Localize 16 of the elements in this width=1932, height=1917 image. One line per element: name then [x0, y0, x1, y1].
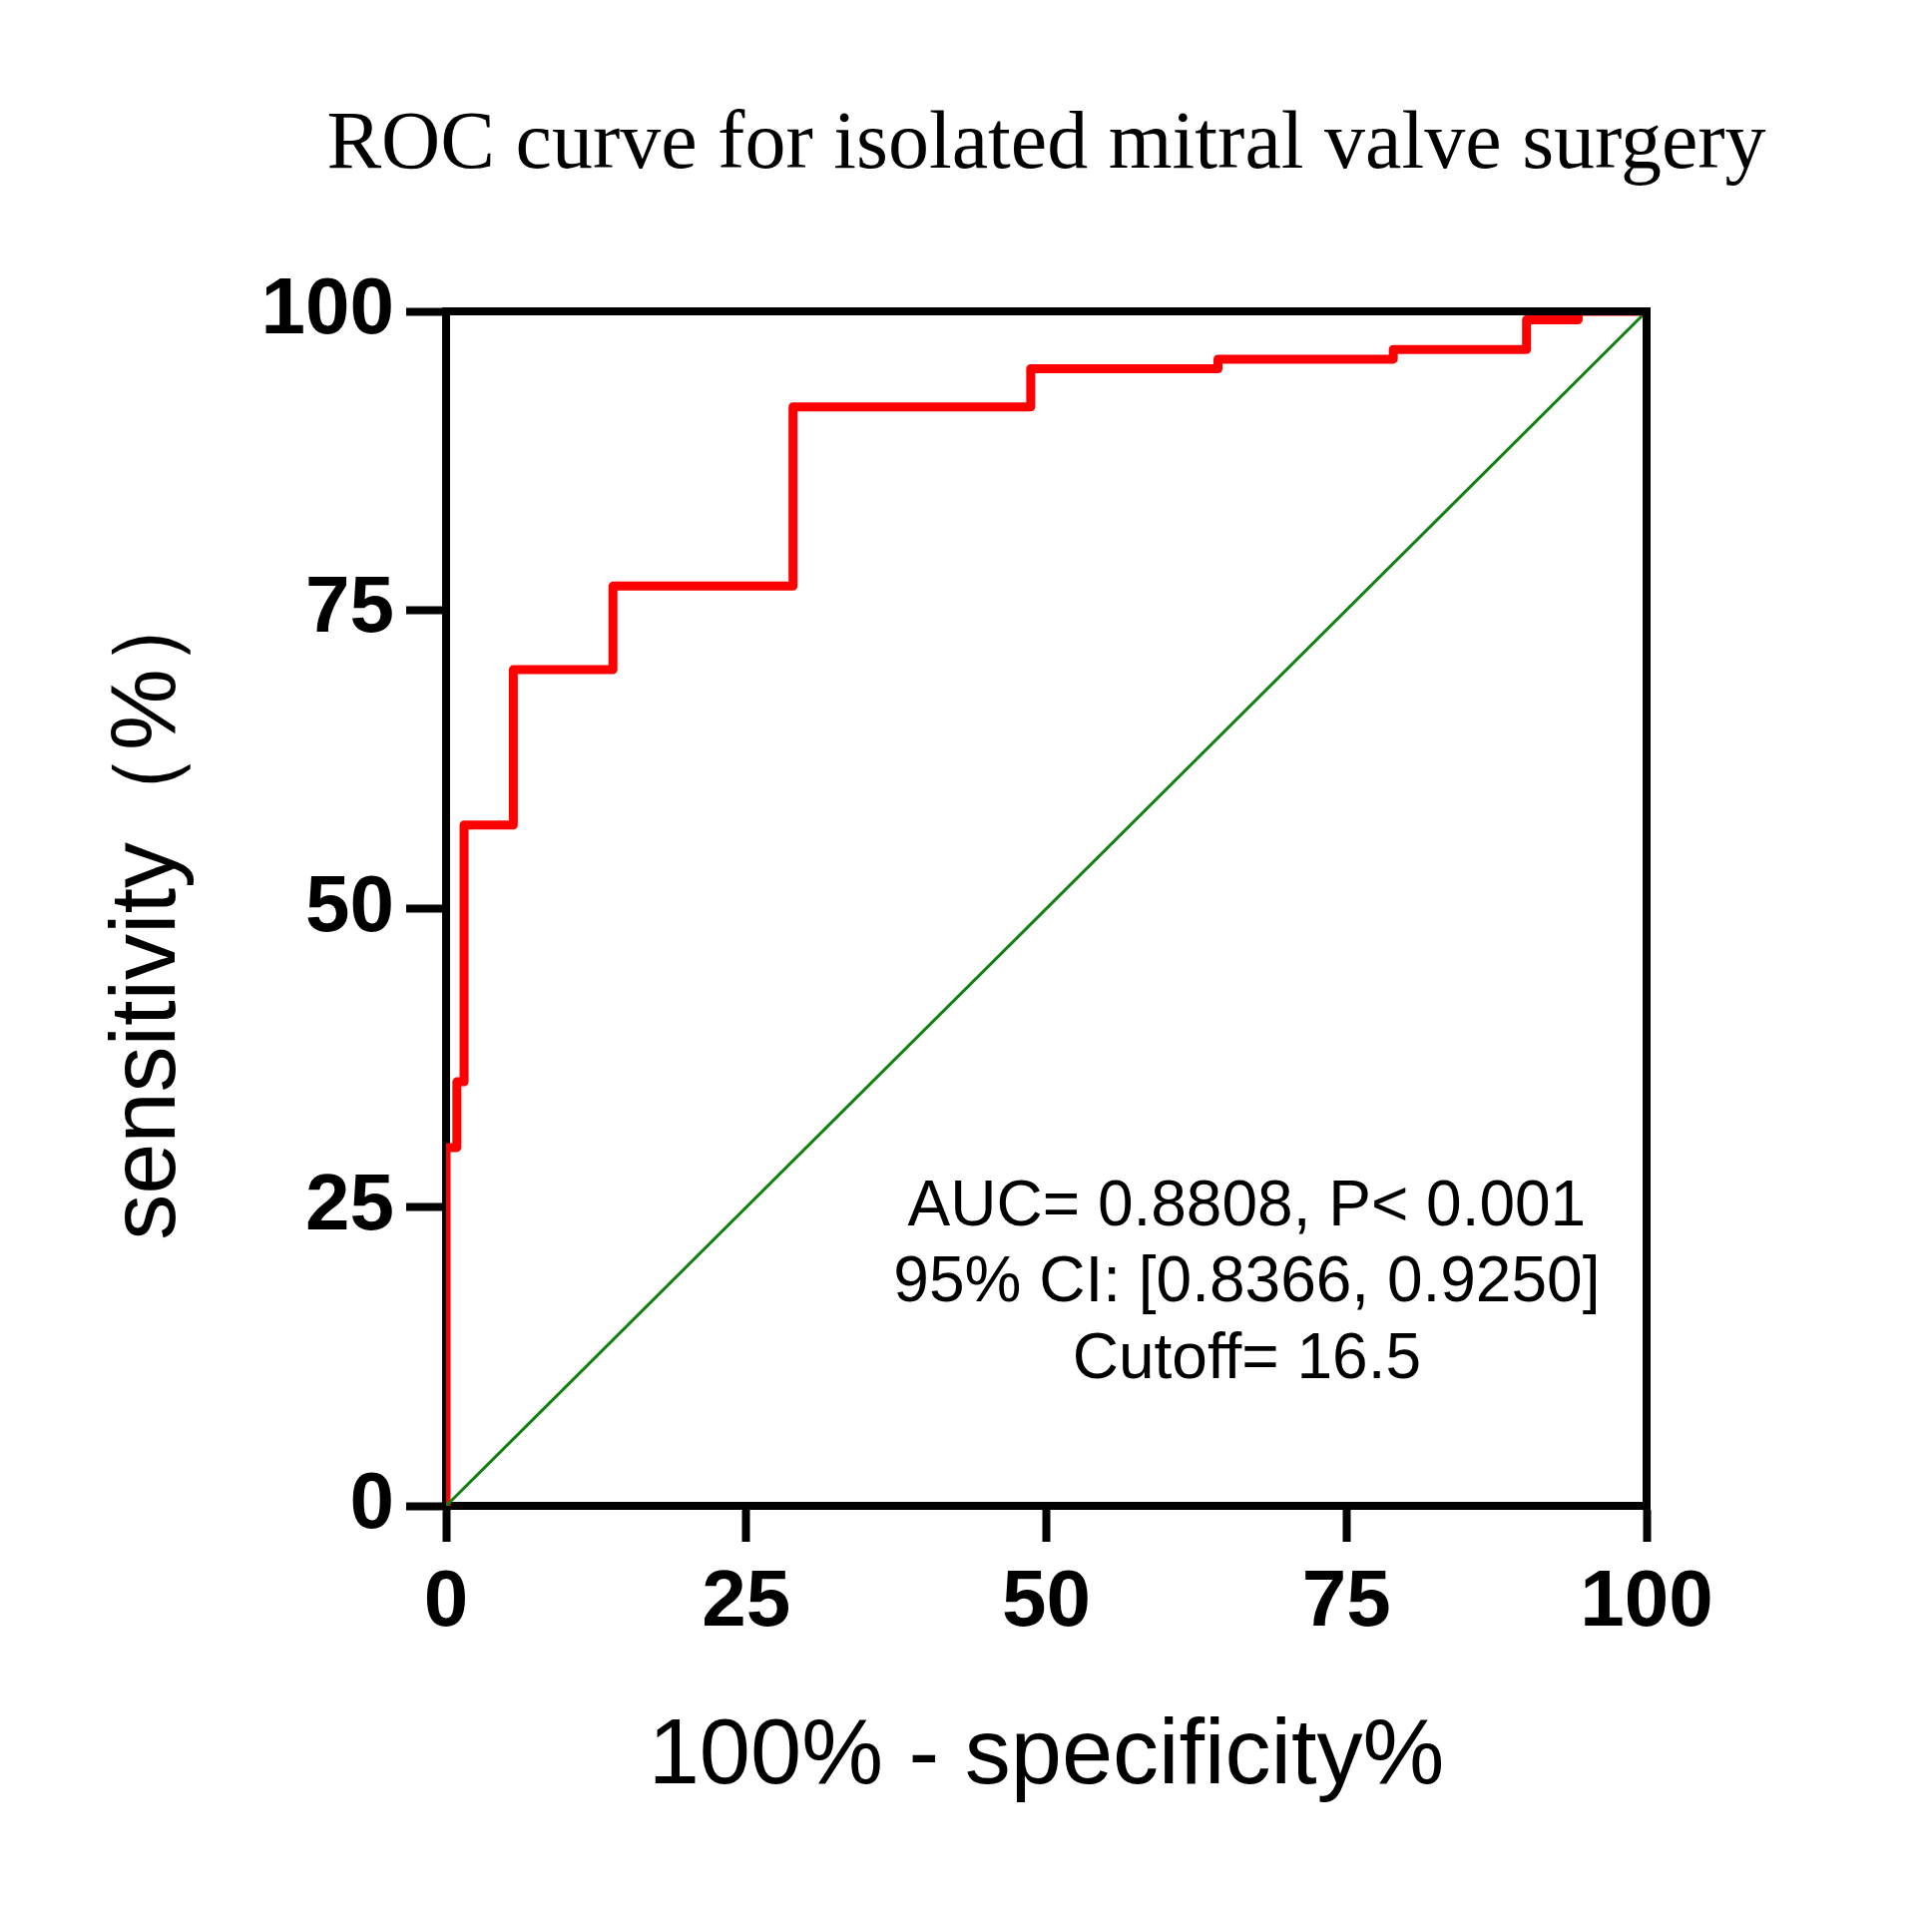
x-tick-label: 0: [423, 1554, 469, 1644]
x-tick-label: 25: [702, 1554, 791, 1644]
annotation: Cutoff= 16.5: [1072, 1319, 1422, 1392]
y-tick-label: 100: [260, 261, 394, 351]
x-tick-label: 100: [1580, 1554, 1713, 1644]
x-tick-label: 75: [1301, 1554, 1391, 1644]
x-tick-label: 50: [1002, 1554, 1091, 1644]
y-tick-label: 25: [305, 1157, 394, 1246]
y-tick-label: 75: [305, 560, 394, 650]
chart-title: ROC curve for isolated mitral valve surgery: [326, 95, 1766, 186]
y-tick-label: 0: [349, 1456, 394, 1546]
x-axis-title: 100% - specificity%: [648, 1700, 1445, 1803]
annotation: 95% CI: [0.8366, 0.9250]: [893, 1243, 1601, 1316]
annotation: AUC= 0.8808, P< 0.001: [907, 1167, 1587, 1239]
y-axis-title: sensitivity（%）: [91, 577, 194, 1240]
y-tick-label: 50: [305, 858, 394, 948]
